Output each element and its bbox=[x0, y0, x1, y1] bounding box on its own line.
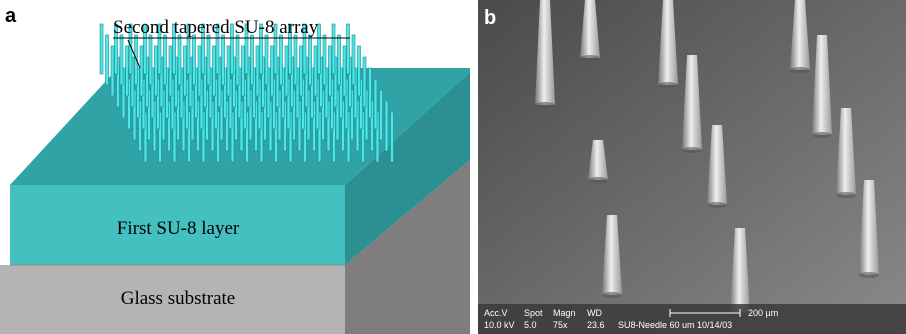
needle bbox=[374, 79, 377, 129]
needle bbox=[178, 35, 181, 85]
needle bbox=[323, 35, 326, 85]
needle bbox=[285, 46, 288, 96]
needle bbox=[271, 46, 274, 96]
needle bbox=[222, 35, 225, 85]
needle bbox=[280, 35, 283, 85]
info-value: 23.6 bbox=[587, 320, 605, 330]
needle bbox=[343, 46, 346, 96]
needle bbox=[111, 46, 114, 96]
needle bbox=[265, 35, 268, 85]
needle bbox=[126, 46, 129, 96]
cone-base bbox=[812, 132, 832, 138]
needle-array bbox=[100, 24, 394, 162]
needle bbox=[169, 46, 172, 96]
cone-base bbox=[535, 102, 555, 108]
needle bbox=[309, 35, 312, 85]
panel-label: a bbox=[5, 5, 17, 27]
panel-b: b Acc.V Spot Magn WD 10.0 kV 5.0 75x 23.6 200 µ… bbox=[478, 0, 906, 334]
needle bbox=[251, 35, 254, 85]
panel-label: b bbox=[484, 7, 496, 29]
scale-label: 200 µm bbox=[748, 308, 778, 318]
needle bbox=[236, 35, 239, 85]
needle bbox=[100, 24, 103, 74]
needle bbox=[155, 46, 158, 96]
needle bbox=[184, 46, 187, 96]
needle bbox=[380, 90, 383, 140]
needle bbox=[140, 46, 143, 96]
needle bbox=[329, 46, 332, 96]
info-value: 75x bbox=[553, 320, 568, 330]
info-header: Magn bbox=[553, 308, 576, 318]
needle bbox=[347, 24, 350, 74]
cone-base bbox=[836, 192, 856, 198]
needle bbox=[213, 46, 216, 96]
cone-base bbox=[588, 177, 608, 183]
needle bbox=[242, 46, 245, 96]
layer-label: First SU-8 layer bbox=[117, 218, 240, 239]
cone-base bbox=[682, 147, 702, 153]
cone-base bbox=[859, 272, 879, 278]
info-header: Acc.V bbox=[484, 308, 508, 318]
info-header: Spot bbox=[524, 308, 543, 318]
needle bbox=[120, 35, 123, 85]
needle bbox=[369, 68, 372, 118]
needle bbox=[338, 35, 341, 85]
needle bbox=[358, 46, 361, 96]
info-value: 5.0 bbox=[524, 320, 537, 330]
needle bbox=[314, 46, 317, 96]
info-header: WD bbox=[587, 308, 602, 318]
needle bbox=[149, 35, 152, 85]
needle bbox=[300, 46, 303, 96]
needle bbox=[385, 101, 388, 151]
needle bbox=[164, 35, 167, 85]
cone-base bbox=[580, 55, 600, 61]
array-label: Second tapered SU-8 array bbox=[113, 17, 319, 38]
needle bbox=[106, 35, 109, 85]
cone-base bbox=[707, 202, 727, 208]
needle bbox=[207, 35, 210, 85]
info-value: 10.0 kV bbox=[484, 320, 515, 330]
substrate-label: Glass substrate bbox=[121, 288, 236, 309]
cone-base bbox=[658, 82, 678, 88]
needle bbox=[193, 35, 196, 85]
needle bbox=[198, 46, 201, 96]
panel-a: a Second tapered SU-8 array First SU-8 l… bbox=[0, 5, 470, 334]
needle bbox=[391, 112, 394, 162]
needle bbox=[363, 57, 366, 107]
caption: SU8-Needle 60 um 10/14/03 bbox=[618, 320, 732, 330]
figure: a Second tapered SU-8 array First SU-8 l… bbox=[0, 0, 906, 334]
needle bbox=[294, 35, 297, 85]
needle bbox=[256, 46, 259, 96]
needle bbox=[227, 46, 230, 96]
cone-base bbox=[790, 67, 810, 73]
cone-base bbox=[602, 292, 622, 298]
needle bbox=[332, 24, 335, 74]
needle bbox=[352, 35, 355, 85]
